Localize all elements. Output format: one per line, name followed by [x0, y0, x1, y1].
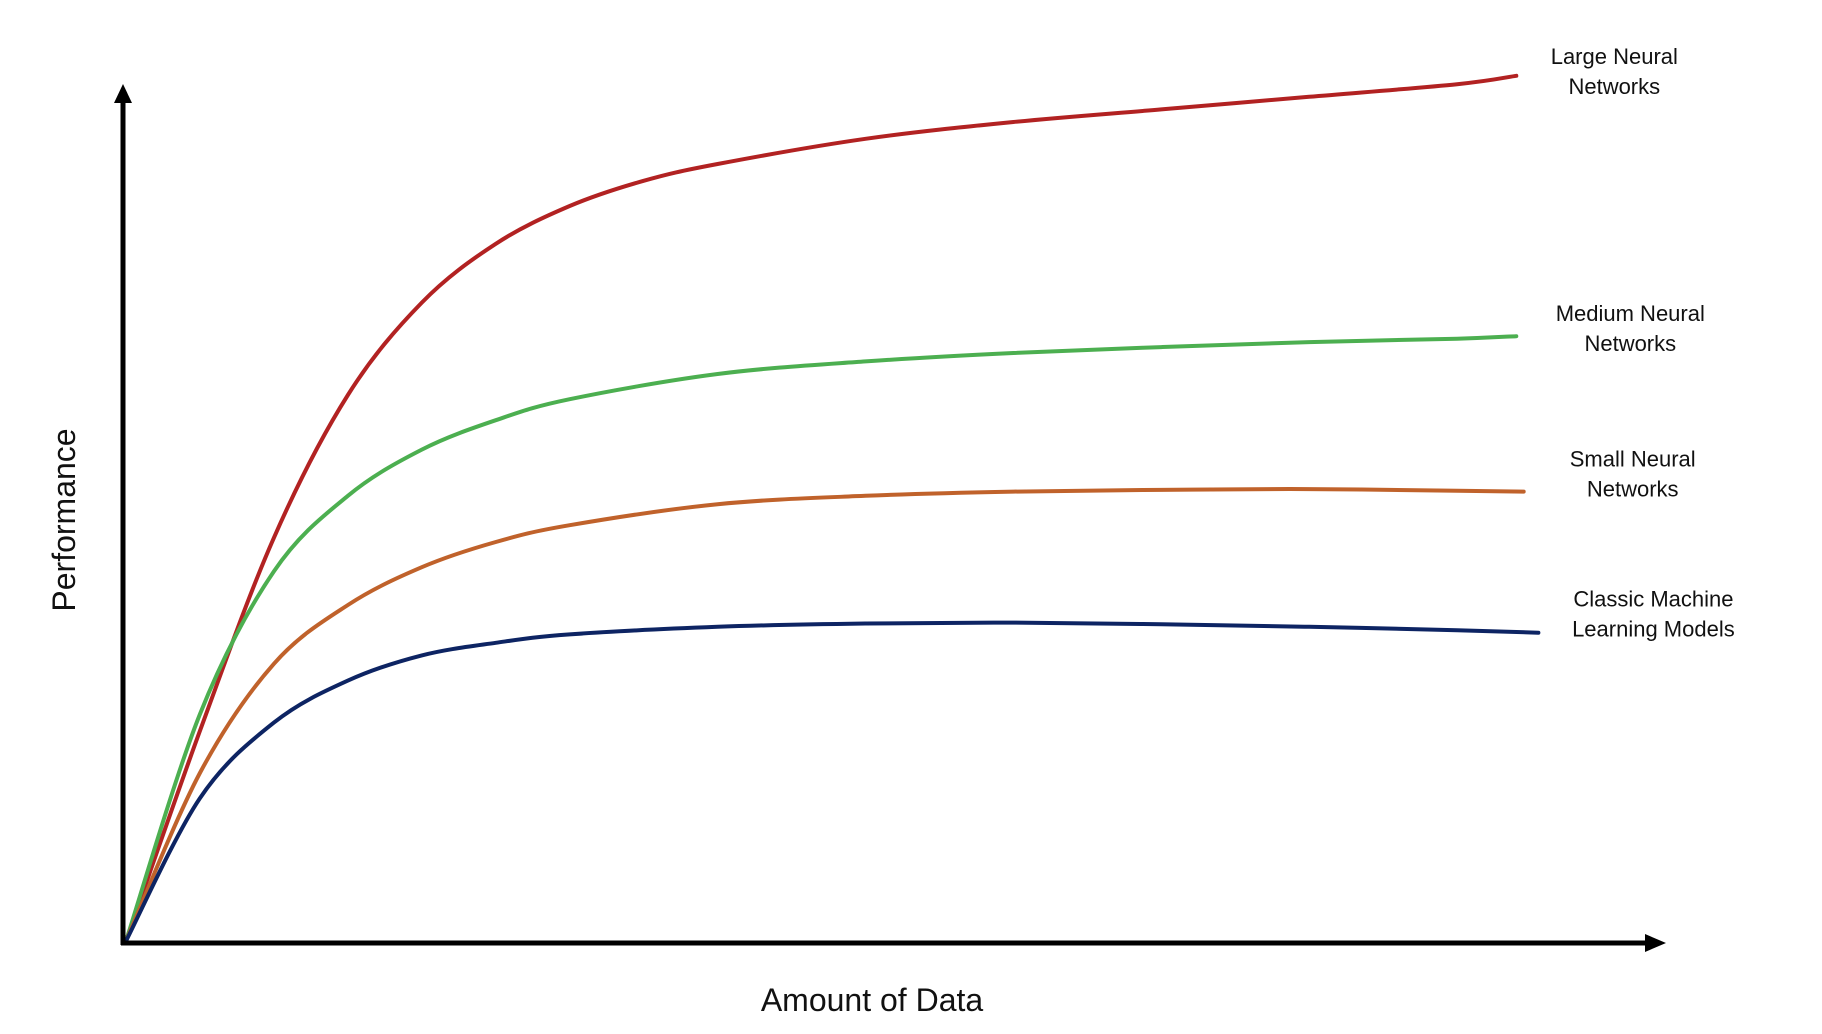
series-curves — [124, 73, 1541, 943]
series-label-line: Networks — [1568, 74, 1660, 99]
series-line-small-neural-networks — [124, 487, 1526, 943]
x-axis-arrowhead — [1645, 934, 1666, 952]
series-label-line: Medium Neural — [1556, 301, 1705, 326]
series-label-line: Classic Machine — [1573, 587, 1733, 612]
series-label-classic-machine-learning-models: Classic Machine Learning Models — [1572, 587, 1735, 642]
series-label-small-neural-networks: Small Neural Networks — [1570, 447, 1696, 502]
series-line-classic-machine-learning-models — [124, 620, 1541, 943]
y-axis-arrowhead — [114, 84, 132, 103]
series-label-medium-neural-networks: Medium Neural Networks — [1556, 301, 1705, 356]
series-label-line: Large Neural — [1551, 44, 1678, 69]
series-labels: Large Neural Networks Medium Neural Network… — [1551, 44, 1735, 642]
series-label-line: Small Neural — [1570, 447, 1696, 472]
x-axis-label: Amount of Data — [761, 982, 984, 1018]
series-line-large-neural-networks — [124, 73, 1519, 943]
series-label-line: Networks — [1584, 331, 1676, 356]
series-label-large-neural-networks: Large Neural Networks — [1551, 44, 1678, 99]
series-line-medium-neural-networks — [124, 334, 1519, 943]
y-axis-label: Performance — [46, 428, 82, 611]
series-label-line: Learning Models — [1572, 617, 1735, 642]
series-label-line: Networks — [1587, 477, 1679, 502]
